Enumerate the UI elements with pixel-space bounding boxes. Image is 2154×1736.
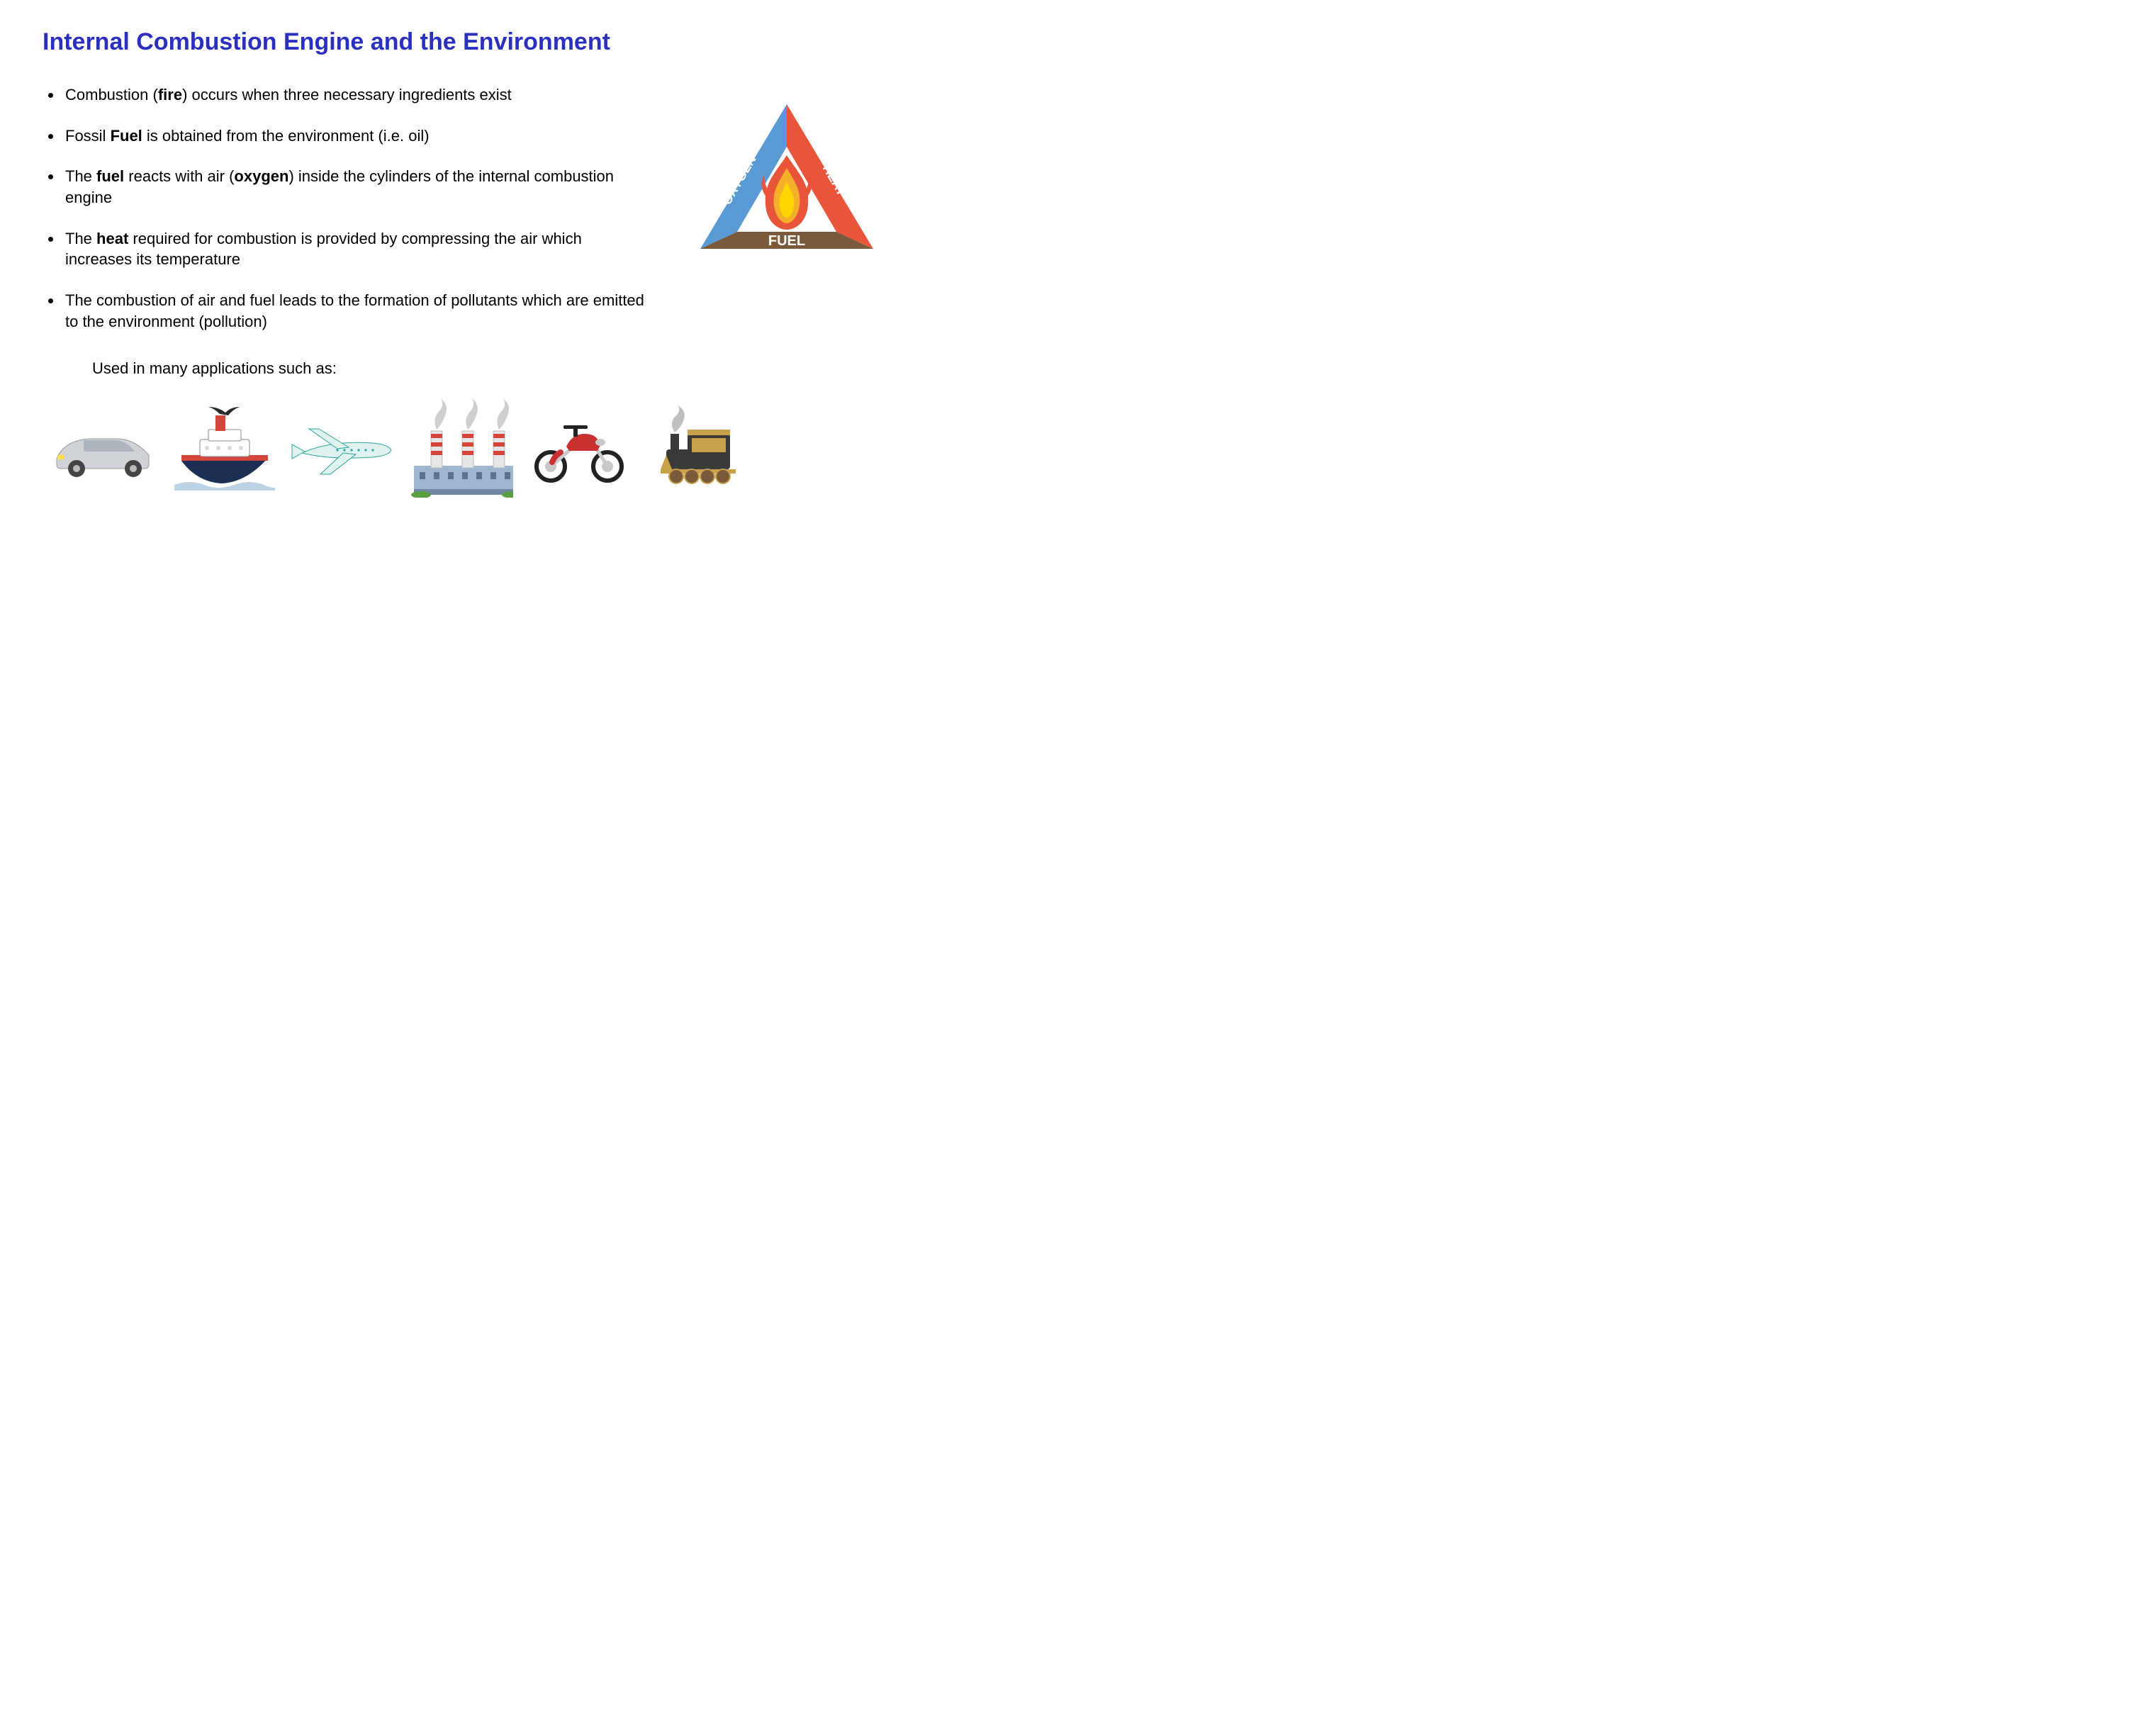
factory-icon <box>407 409 513 487</box>
bullet-item: Fossil Fuel is obtained from the environ… <box>62 125 652 147</box>
applications-icon-row <box>43 388 893 487</box>
bullet-item: Combustion (fire) occurs when three nece… <box>62 84 652 106</box>
airplane-icon <box>288 409 394 487</box>
bullet-item: The fuel reacts with air (oxygen) inside… <box>62 166 652 208</box>
slide: Internal Combustion Engine and the Envir… <box>43 28 893 487</box>
car-icon <box>50 409 156 487</box>
bullet-item: The combustion of air and fuel leads to … <box>62 290 652 332</box>
bullet-list: Combustion (fire) occurs when three nece… <box>43 84 652 352</box>
svg-text:FUEL: FUEL <box>768 233 805 249</box>
content-row: Combustion (fire) occurs when three nece… <box>43 84 893 352</box>
train-icon <box>645 409 751 487</box>
applications-caption: Used in many applications such as: <box>92 359 893 378</box>
fire-triangle-diagram: OXYGEN HEAT FUEL <box>680 84 893 276</box>
ship-icon <box>169 409 275 487</box>
fire-triangle-svg: OXYGEN HEAT FUEL <box>688 91 886 276</box>
motorcycle-icon <box>526 409 632 487</box>
page-title: Internal Combustion Engine and the Envir… <box>43 28 893 56</box>
bullet-item: The heat required for combustion is prov… <box>62 228 652 270</box>
